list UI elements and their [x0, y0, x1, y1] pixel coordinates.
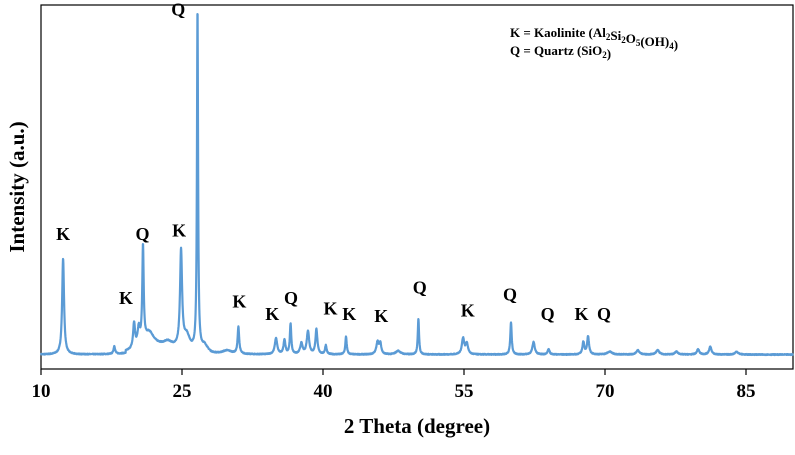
- xrd-series-line: [39, 12, 794, 357]
- kaolinite-peak-label: K: [265, 304, 279, 324]
- quartz-peak-label: Q: [171, 0, 185, 20]
- x-axis-title: 2 Theta (degree): [344, 414, 490, 438]
- quartz-peak-label: Q: [541, 304, 555, 324]
- kaolinite-peak-label: K: [461, 301, 475, 321]
- legend: K = Kaolinite (Al2Si2O5(OH)4)Q = Quartz …: [510, 25, 678, 61]
- kaolinite-peak-label: K: [374, 306, 388, 326]
- y-axis-title: Intensity (a.u.): [5, 121, 29, 252]
- quartz-peak-label: Q: [413, 277, 427, 297]
- quartz-peak-label: Q: [136, 224, 150, 244]
- kaolinite-peak-label: K: [324, 299, 338, 319]
- x-tick-label: 55: [455, 381, 474, 402]
- quartz-peak-label: Q: [503, 284, 517, 304]
- quartz-peak-label: Q: [597, 304, 611, 324]
- kaolinite-peak-label: K: [172, 220, 186, 240]
- plot-frame: [40, 4, 794, 370]
- x-tick-label: 70: [596, 381, 615, 402]
- x-tick-label: 85: [737, 381, 756, 402]
- legend-entry: Q = Quartz (SiO2): [510, 43, 611, 61]
- x-ticks: 10 25 40 55 70 85: [32, 369, 756, 402]
- legend-entry: K = Kaolinite (Al2Si2O5(OH)4): [510, 25, 678, 52]
- kaolinite-peak-label: K: [232, 292, 246, 312]
- quartz-peak-label: Q: [284, 288, 298, 308]
- kaolinite-peak-label: K: [574, 304, 588, 324]
- x-tick-label: 40: [314, 381, 333, 402]
- kaolinite-peak-label: K: [119, 288, 133, 308]
- x-tick-label: 25: [173, 381, 192, 402]
- kaolinite-peak-label: K: [342, 304, 356, 324]
- kaolinite-peak-label: K: [56, 224, 70, 244]
- x-tick-label: 10: [32, 381, 51, 402]
